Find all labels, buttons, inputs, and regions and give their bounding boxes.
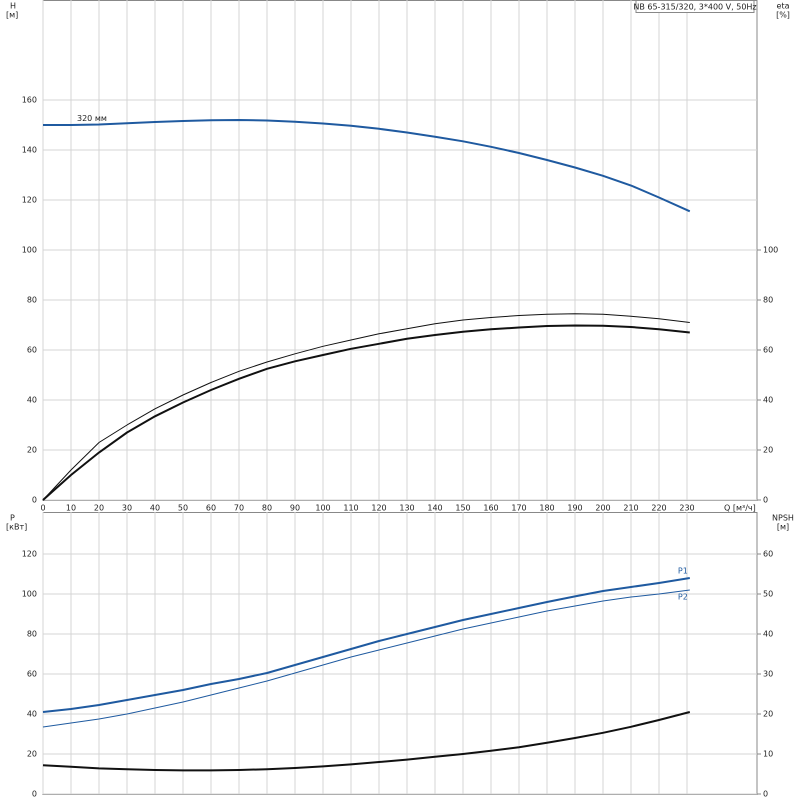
y2-tick-label: 80 — [763, 296, 773, 305]
y2-tick-label: 40 — [763, 396, 773, 405]
y-tick-label: 80 — [27, 296, 37, 305]
x-tick-label: 190 — [567, 504, 582, 513]
x-tick-label: 30 — [122, 504, 132, 513]
y-tick-label: 60 — [27, 346, 37, 355]
y2-axis-unit: [м] — [777, 523, 789, 532]
y-tick-label: 0 — [32, 790, 37, 799]
x-tick-label: 220 — [651, 504, 666, 513]
x-tick-label: 40 — [150, 504, 160, 513]
y2-axis-label: NPSH — [772, 514, 794, 523]
y-tick-label: 20 — [27, 750, 37, 759]
x-tick-label: 50 — [178, 504, 188, 513]
curve — [43, 118, 691, 213]
y-tick-label: 40 — [27, 710, 37, 719]
y-tick-label: 120 — [22, 196, 37, 205]
y-tick-label: 60 — [27, 670, 37, 679]
y-axis-unit: [кВт] — [6, 523, 27, 532]
x-tick-label: 100 — [315, 504, 330, 513]
title-box — [635, 0, 755, 13]
y-tick-label: 0 — [32, 496, 37, 505]
y-axis-unit: [м] — [6, 11, 18, 20]
y-tick-label: 100 — [22, 246, 37, 255]
y2-tick-label: 60 — [763, 550, 773, 559]
curve — [42, 577, 690, 713]
x-tick-label: 120 — [371, 504, 386, 513]
y-tick-label: 40 — [27, 396, 37, 405]
y2-tick-label: 30 — [763, 670, 773, 679]
y-tick-label: 120 — [22, 550, 37, 559]
y2-tick-label: 60 — [763, 346, 773, 355]
x-tick-label: 10 — [66, 504, 76, 513]
x-tick-label: 20 — [94, 504, 104, 513]
y-tick-label: 20 — [27, 446, 37, 455]
curve — [42, 711, 691, 772]
y2-axis-label: eta — [777, 2, 790, 11]
y2-tick-label: 50 — [763, 590, 773, 599]
y2-tick-label: 100 — [763, 246, 778, 255]
curve-label: P1 — [678, 567, 688, 576]
y2-tick-label: 20 — [763, 446, 773, 455]
x-tick-label: 110 — [343, 504, 358, 513]
curve — [42, 324, 690, 501]
x-tick-label: 180 — [539, 504, 554, 513]
y2-axis-unit: [%] — [776, 11, 790, 20]
x-tick-label: 0 — [40, 504, 45, 513]
x-tick-label: 70 — [234, 504, 244, 513]
curve-annotation: 320 мм — [77, 114, 107, 123]
y-tick-label: 140 — [22, 146, 37, 155]
x-tick-label: 170 — [511, 504, 526, 513]
curve — [42, 589, 690, 728]
y-tick-label: 160 — [22, 96, 37, 105]
x-tick-label: 130 — [399, 504, 414, 513]
x-tick-label: 150 — [455, 504, 470, 513]
x-tick-label: 160 — [483, 504, 498, 513]
x-tick-label: 60 — [206, 504, 216, 513]
x-tick-label: 140 — [427, 504, 442, 513]
y2-tick-label: 10 — [763, 750, 773, 759]
y-axis-label: H — [10, 2, 16, 11]
y-tick-label: 100 — [22, 590, 37, 599]
chart-title: NB 65-315/320, 3*400 V, 50Hz — [633, 3, 756, 12]
x-tick-label: 90 — [290, 504, 300, 513]
plot-frame — [42, 512, 758, 795]
curve — [42, 313, 690, 501]
x-tick-label: 200 — [595, 504, 610, 513]
y-tick-label: 80 — [27, 630, 37, 639]
y2-tick-label: 20 — [763, 710, 773, 719]
x-axis-label: Q [м³/ч] — [724, 504, 756, 513]
x-tick-label: 210 — [623, 504, 638, 513]
y-axis-label: P — [10, 514, 15, 523]
x-tick-label: 230 — [679, 504, 694, 513]
y2-tick-label: 0 — [763, 790, 768, 799]
y2-tick-label: 40 — [763, 630, 773, 639]
y2-tick-label: 0 — [763, 496, 768, 505]
curve-label: P2 — [678, 593, 688, 602]
x-tick-label: 80 — [262, 504, 272, 513]
